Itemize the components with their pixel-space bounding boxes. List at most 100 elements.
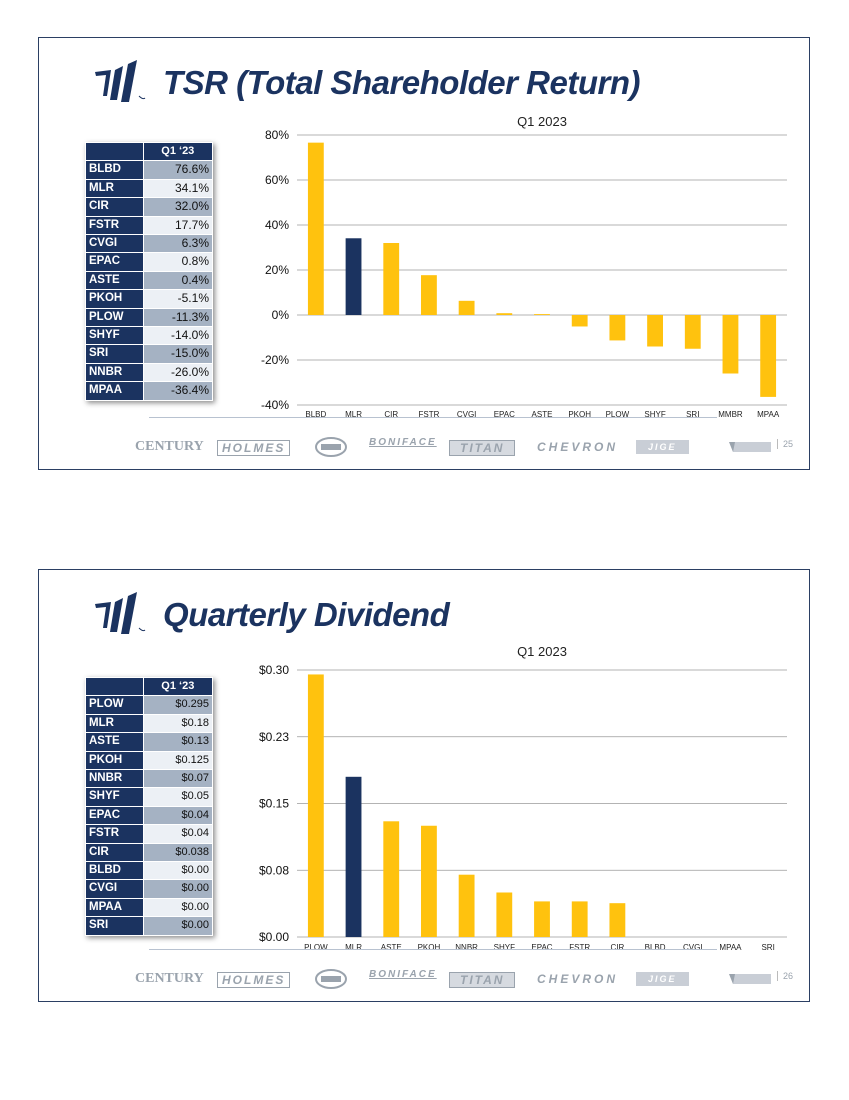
ticker-cell: ASTE (85, 732, 144, 752)
footer: CENTURY HOLMES BONIFACE TITAN CHEVRON JI… (39, 949, 809, 1001)
bar-sri (684, 315, 701, 349)
value-cell: -26.0% (142, 362, 214, 383)
table-row: SHYF $0.05 (85, 787, 214, 807)
value-cell: $0.038 (142, 842, 214, 863)
ticker-cell: MPAA (85, 897, 144, 918)
table-row: NNBR -26.0% (85, 362, 214, 383)
page-number: 26 (776, 971, 793, 981)
table-row: MLR 34.1% (85, 178, 214, 199)
x-tick-label: CIR (610, 943, 624, 952)
bar-epac (496, 313, 513, 315)
bar-cir (609, 903, 626, 937)
x-tick-label: EPAC (494, 410, 515, 419)
ticker-cell: CIR (85, 197, 144, 217)
table-row: CVGI $0.00 (85, 879, 214, 899)
y-tick-label: 20% (265, 263, 289, 277)
brand-holmes: HOLMES (217, 972, 291, 988)
x-tick-label: CIR (384, 410, 398, 419)
bar-mpaa (760, 315, 777, 397)
table-row: MPAA -36.4% (85, 381, 214, 401)
company-logo-icon (95, 592, 146, 634)
table-row: ASTE 0.4% (85, 270, 214, 291)
ticker-cell: BLBD (85, 861, 144, 881)
brand-small-logo-icon (729, 442, 771, 452)
table-header-blank (85, 141, 144, 162)
x-tick-label: EPAC (531, 943, 552, 952)
x-tick-label: SHYF (644, 410, 665, 419)
y-tick-label: -20% (261, 353, 289, 367)
y-tick-label: $0.08 (259, 863, 289, 877)
brand-titan: TITAN (449, 972, 516, 988)
y-tick-label: 60% (265, 173, 289, 187)
table-row: PKOH $0.125 (85, 750, 214, 771)
bar-epac (534, 901, 550, 937)
dividend-table: Q1 ‘23 PLOW $0.295 MLR $0.18 ASTE $0.13 PKOH $0.… (85, 676, 214, 936)
brand-century: CENTURY (135, 971, 204, 986)
brand-titan: TITAN (449, 440, 516, 456)
x-tick-label: ASTE (532, 410, 553, 419)
brand-jige: JIGE (636, 972, 689, 986)
ticker-cell: BLBD (85, 160, 144, 180)
bar-mlr (345, 238, 362, 315)
table-row: EPAC 0.8% (85, 252, 214, 272)
page-title: Quarterly Dividend (163, 596, 450, 633)
ticker-cell: SRI (85, 344, 144, 364)
brand-jige: JIGE (636, 440, 689, 454)
bar-mlr (345, 776, 362, 937)
value-cell: $0.00 (142, 861, 214, 881)
x-tick-label: FSTR (569, 943, 590, 952)
table-row: CIR 32.0% (85, 197, 214, 217)
chart-title: Q1 2023 (517, 114, 567, 129)
x-tick-label: CVGI (457, 410, 477, 419)
value-cell: 0.4% (142, 270, 214, 291)
slide-tsr: TSR (Total Shareholder Return) Q1 ‘23 BLB… (38, 37, 810, 470)
tsr-table: Q1 ‘23 BLBD 76.6% MLR 34.1% CIR 32.0% FSTR 17.7%… (85, 141, 214, 401)
footer: CENTURY HOLMES BONIFACE TITAN CHEVRON JI… (39, 417, 809, 469)
value-cell: $0.125 (142, 750, 214, 771)
y-tick-label: $0.15 (259, 797, 289, 811)
value-cell: 76.6% (142, 160, 214, 180)
ticker-cell: EPAC (85, 805, 144, 826)
x-tick-label: CVGI (683, 943, 703, 952)
ticker-cell: MLR (85, 178, 144, 199)
y-tick-label: 0% (272, 308, 290, 322)
page-title: TSR (Total Shareholder Return) (163, 64, 640, 101)
table-row: PKOH -5.1% (85, 289, 214, 309)
value-cell: $0.04 (142, 805, 214, 826)
ticker-cell: PKOH (85, 750, 144, 771)
x-tick-label: SRI (686, 410, 699, 419)
bar-cir (383, 243, 400, 315)
ticker-cell: EPAC (85, 252, 144, 272)
bar-fstr (421, 275, 437, 315)
table-row: SHYF -14.0% (85, 326, 214, 346)
value-cell: -15.0% (142, 344, 214, 364)
x-tick-label: PKOH (418, 943, 441, 952)
bar-nnbr (458, 874, 475, 937)
ticker-cell: SHYF (85, 787, 144, 807)
value-cell: 17.7% (142, 215, 214, 236)
chart-title: Q1 2023 (517, 644, 567, 659)
value-cell: $0.05 (142, 787, 214, 807)
value-cell: 32.0% (142, 197, 214, 217)
bar-fstr (571, 901, 588, 937)
x-tick-label: PLOW (304, 943, 328, 952)
table-row: BLBD 76.6% (85, 160, 214, 180)
value-cell: $0.18 (142, 713, 214, 734)
ticker-cell: CVGI (85, 234, 144, 254)
brand-holmes: HOLMES (217, 440, 291, 456)
brand-boniface: BONIFACE (369, 969, 437, 980)
table-row: NNBR $0.07 (85, 769, 214, 789)
ticker-cell: SRI (85, 916, 144, 936)
value-cell: 34.1% (142, 178, 214, 199)
x-tick-label: ASTE (381, 943, 402, 952)
ticker-cell: PLOW (85, 307, 144, 328)
value-cell: $0.00 (142, 897, 214, 918)
x-tick-label: BLBD (645, 943, 666, 952)
brand-oval-icon (315, 969, 347, 989)
bar-plow (307, 674, 324, 937)
x-tick-label: BLBD (305, 410, 326, 419)
bar-blbd (307, 142, 324, 315)
brand-boniface: BONIFACE (369, 437, 437, 448)
y-tick-label: 80% (265, 128, 289, 142)
brand-chevron: CHEVRON (537, 972, 619, 986)
